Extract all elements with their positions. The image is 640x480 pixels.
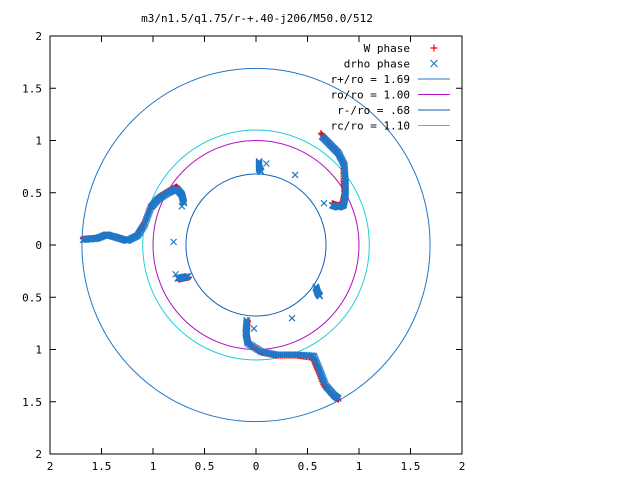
x-tick-label: 0.5: [195, 460, 215, 473]
y-tick-label: 0.5: [22, 291, 42, 304]
legend-marker: [430, 44, 438, 52]
legend-label: rc/ro = 1.10: [331, 120, 410, 133]
series-2-point: [262, 160, 270, 167]
y-tick-label: 2: [35, 30, 42, 43]
series-2-point: [328, 201, 336, 209]
legend-marker: [430, 59, 438, 68]
x-tick-label: 2: [459, 460, 466, 473]
reference-circle-4: [142, 129, 370, 361]
x-tick-label: 1.5: [92, 460, 112, 473]
reference-circle-3: [185, 173, 327, 317]
series-2-point: [334, 395, 342, 403]
legend-label: r-/ro = .68: [337, 104, 410, 117]
x-tick-label: 0.5: [298, 460, 318, 473]
series-2-point: [320, 199, 328, 207]
x-tick-label: 1: [150, 460, 157, 473]
series-2-point: [257, 168, 265, 176]
chart-title: m3/n1.5/q1.75/r-+.40-j206/M50.0/512: [141, 12, 373, 25]
x-tick-label: 0: [253, 460, 260, 473]
axis-ticks: 2 1.5 1 0.5 0 0.5 1 1.5 221.510.500.511.52: [22, 30, 465, 473]
legend-label: ro/ro = 1.00: [331, 89, 410, 102]
reference-circle-2: [152, 140, 360, 350]
legend-label: W phase: [364, 42, 410, 55]
x-tick-label: 1.5: [401, 460, 421, 473]
series-2-point: [172, 270, 180, 278]
legend-label: drho phase: [344, 58, 410, 71]
y-tick-label: 0.5: [22, 187, 42, 200]
y-tick-label: 1.5: [22, 396, 42, 409]
series-2-point: [316, 292, 324, 300]
y-tick-label: 1: [35, 135, 42, 148]
series-2-point: [291, 171, 299, 179]
series-2: [79, 132, 350, 403]
y-tick-label: 1: [35, 344, 42, 357]
series-2-point: [184, 272, 192, 280]
data-layer: [79, 130, 350, 403]
series-2-point: [178, 202, 186, 210]
reference-circles: [81, 67, 431, 423]
series-2-point: [288, 314, 296, 322]
series-2-point: [250, 325, 258, 333]
legend: W phase drho phase r+/ro = 1.69 ro/ro = 1.0…: [331, 42, 450, 133]
reference-circle-1: [81, 67, 431, 423]
y-tick-label: 1.5: [22, 82, 42, 95]
series-1: [79, 130, 348, 403]
series-2-point: [170, 238, 178, 246]
legend-label: r+/ro = 1.69: [331, 73, 410, 86]
y-tick-label: 0: [35, 239, 42, 252]
x-tick-label: 2: [47, 460, 54, 473]
x-tick-label: 1: [356, 460, 363, 473]
y-tick-label: 2: [35, 448, 42, 461]
series-2-point: [180, 199, 188, 207]
